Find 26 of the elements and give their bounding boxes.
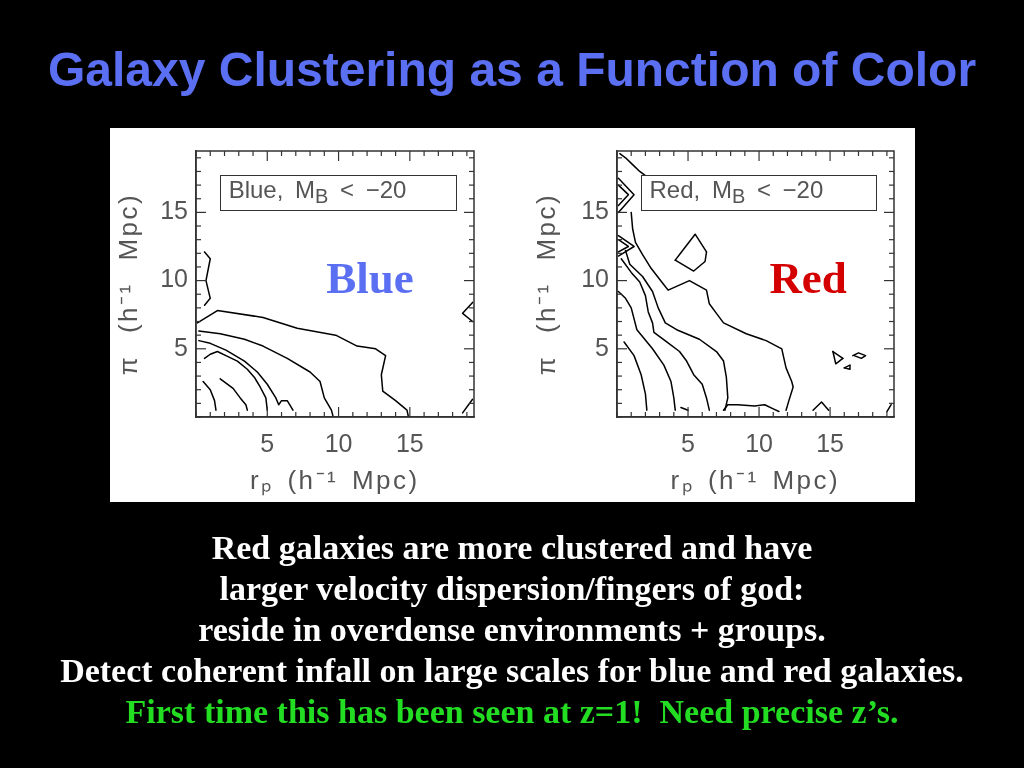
annotation: Red — [769, 252, 847, 303]
x-tick-label: 5 — [260, 428, 275, 457]
chart-title: Galaxy Clustering as a Function of Color — [46, 42, 978, 98]
y-axis-title: π (h⁻¹ Mpc) — [531, 192, 562, 376]
x-tick-label: 15 — [395, 428, 424, 457]
text: Red galaxies are more clustered and have — [210, 528, 814, 568]
y-axis-title: π (h⁻¹ Mpc) — [113, 192, 144, 376]
x-axis-title: rₚ (h⁻¹ Mpc) — [670, 465, 841, 495]
annotation: Red, M$_{B}$ < −20 — [649, 174, 824, 210]
text: First time this has been seen at z=1! Need precise z’s. — [124, 692, 900, 732]
x-tick-label: 5 — [681, 428, 695, 457]
y-tick-label: 10 — [581, 264, 609, 293]
annotation: Blue — [326, 252, 414, 303]
y-tick-label: 5 — [174, 332, 188, 361]
text: larger velocity dispersion/fingers of god: — [218, 569, 806, 609]
y-tick-label: 10 — [160, 264, 188, 293]
x-tick-label: 10 — [324, 428, 353, 457]
x-axis-title: rₚ (h⁻¹ Mpc) — [250, 465, 420, 495]
x-tick-label: 15 — [816, 428, 844, 457]
y-tick-label: 15 — [581, 196, 609, 225]
y-tick-label: 15 — [160, 196, 188, 225]
text: reside in overdense environments + groups. — [197, 610, 827, 650]
text: Detect coherent infall on large scales for blue and red galaxies. — [59, 651, 965, 691]
y-tick-label: 5 — [595, 332, 609, 361]
x-tick-label: 10 — [745, 428, 773, 457]
annotation: Blue, M$_{B}$ < −20 — [228, 174, 407, 210]
